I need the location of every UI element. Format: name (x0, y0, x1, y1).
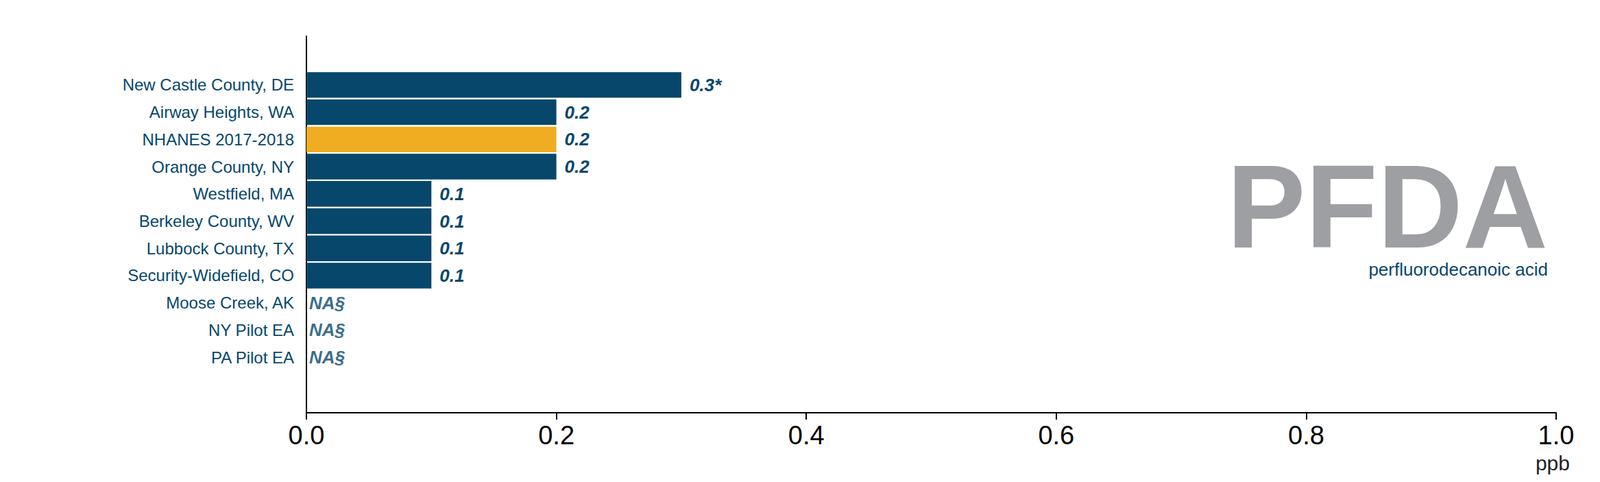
svg-text:Lubbock County, TX: Lubbock County, TX (146, 239, 295, 258)
svg-text:0.1: 0.1 (439, 183, 465, 205)
svg-text:perfluorodecanoic acid: perfluorodecanoic acid (1368, 259, 1548, 280)
svg-text:0.3*: 0.3* (689, 74, 723, 96)
svg-text:NHANES 2017-2018: NHANES 2017-2018 (142, 130, 295, 149)
svg-text:NY Pilot EA: NY Pilot EA (208, 320, 295, 340)
svg-text:Moose Creek, AK: Moose Creek, AK (165, 293, 295, 312)
svg-text:0.8: 0.8 (1288, 420, 1325, 450)
svg-text:NA§: NA§ (309, 319, 346, 341)
svg-text:0.2: 0.2 (564, 156, 591, 177)
svg-text:0.4: 0.4 (788, 420, 825, 450)
svg-text:NA§: NA§ (309, 346, 346, 368)
svg-text:0.2: 0.2 (538, 420, 575, 450)
svg-text:0.2: 0.2 (564, 102, 591, 123)
svg-text:PFDA: PFDA (1227, 140, 1548, 273)
svg-text:0.2: 0.2 (564, 128, 591, 150)
svg-text:1.0: 1.0 (1538, 420, 1575, 450)
svg-text:0.1: 0.1 (439, 265, 465, 286)
svg-text:0.1: 0.1 (439, 211, 465, 232)
svg-text:0.1: 0.1 (439, 237, 465, 259)
svg-text:New Castle County, DE: New Castle County, DE (122, 75, 295, 94)
svg-text:Orange County, NY: Orange County, NY (151, 157, 295, 177)
svg-text:NA§: NA§ (309, 292, 346, 314)
svg-text:Airway Heights, WA: Airway Heights, WA (149, 102, 295, 122)
svg-text:0.6: 0.6 (1037, 420, 1075, 450)
svg-text:PA Pilot EA: PA Pilot EA (211, 348, 295, 367)
svg-text:Berkeley County, WV: Berkeley County, WV (139, 211, 295, 231)
svg-text:Westfield, MA: Westfield, MA (192, 184, 295, 203)
svg-text:0.0: 0.0 (288, 420, 325, 450)
svg-text:ppb: ppb (1535, 451, 1570, 475)
svg-text:Security-Widefield, CO: Security-Widefield, CO (127, 265, 295, 285)
